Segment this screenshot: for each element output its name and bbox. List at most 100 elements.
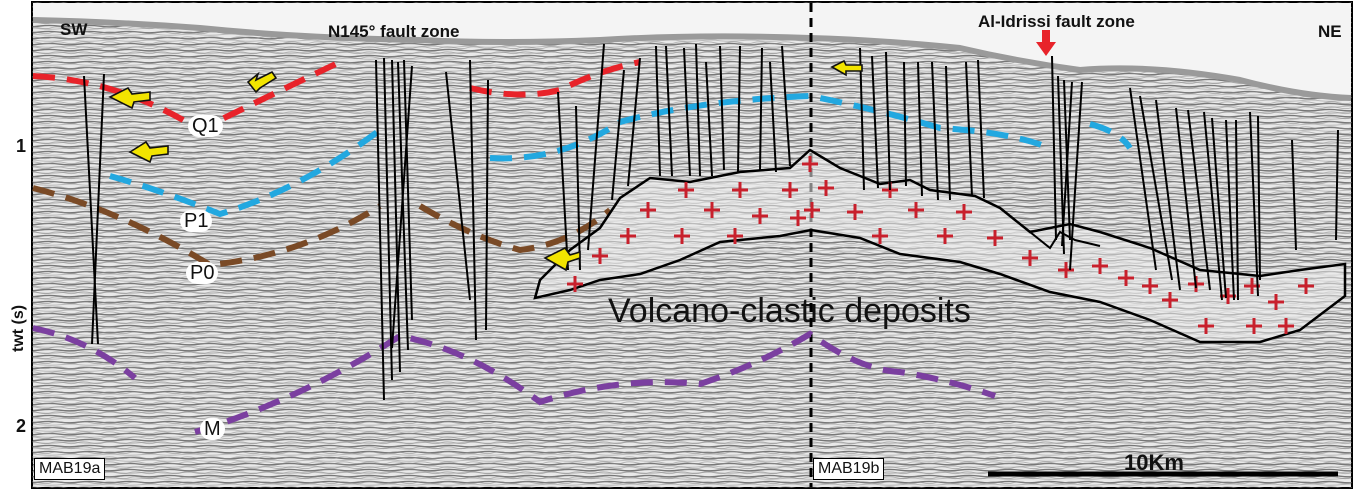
fault-line <box>485 79 489 331</box>
fault-line <box>587 43 605 251</box>
volcanic-cross-icon <box>1058 262 1074 278</box>
fault-line <box>719 45 725 171</box>
line-tag-mab19b: MAB19b <box>813 458 885 480</box>
fault-line <box>1203 111 1223 301</box>
motion-arrow-icon <box>830 59 863 77</box>
fault-line <box>391 65 413 349</box>
fault-line <box>391 59 401 373</box>
volcanic-cross-icon <box>956 204 972 220</box>
fault-line <box>1225 119 1235 301</box>
fault-line <box>1187 109 1211 291</box>
horizon-m-line-2 <box>194 330 997 435</box>
fault-line <box>781 45 791 167</box>
fault-line <box>885 51 891 191</box>
fault-line <box>1211 117 1227 299</box>
volcanic-cross-icon <box>1142 278 1158 294</box>
axis-tick-1: 1 <box>16 136 27 156</box>
fault-line <box>1139 95 1173 281</box>
al-idrissi-fault-zone-label: Al-Idrissi fault zone <box>978 12 1135 31</box>
fault-line <box>769 61 777 173</box>
fault-line <box>627 57 641 187</box>
volcanic-cross-icon <box>1198 318 1214 334</box>
fault-line <box>695 43 701 177</box>
fault-line <box>759 47 763 171</box>
horizon-m-label: M <box>200 418 225 440</box>
horizon-p1-line <box>109 127 382 218</box>
fault-line <box>1249 111 1259 297</box>
volcanic-cross-icon <box>674 228 690 244</box>
twt-axis-label: twt (s) <box>10 304 27 352</box>
volcanic-cross-icon <box>1092 258 1108 274</box>
fault-line <box>931 61 939 201</box>
motion-arrows <box>108 59 863 272</box>
volcanic-cross-icon <box>782 182 798 198</box>
volcanic-cross-icon <box>1022 250 1038 266</box>
fault-line <box>91 73 105 345</box>
fault-line <box>1235 119 1239 301</box>
volcanic-cross-icon <box>752 208 768 224</box>
volcanic-cross-icon <box>1268 294 1284 310</box>
fault-line <box>1335 129 1339 241</box>
volcanic-cross-icon <box>937 228 953 244</box>
horizon-q1-line-2 <box>469 59 641 98</box>
fault-line <box>965 61 973 197</box>
fault-line <box>1129 87 1157 271</box>
n145-fault-zone-label: N145° fault zone <box>328 22 460 41</box>
fault-line <box>1051 55 1057 241</box>
motion-arrow-icon <box>543 246 581 272</box>
fault-zone-arrow <box>1036 30 1056 56</box>
line-tag-mab19a: MAB19a <box>34 458 106 480</box>
motion-arrow-icon <box>108 86 151 110</box>
horizon-p0-label: P0 <box>186 262 219 284</box>
fault-line <box>445 71 471 301</box>
fault-line <box>1069 81 1083 271</box>
volcanic-cross-icon <box>987 230 1003 246</box>
horizon-p1-line-2 <box>489 92 1052 162</box>
volcanic-body-inner-line <box>1029 230 1101 250</box>
fault-line <box>383 57 393 381</box>
fault-lines <box>83 43 1339 401</box>
fault-line <box>557 91 569 271</box>
volcanic-cross-icon <box>567 276 583 292</box>
fault-line <box>575 105 581 271</box>
sw-label: SW <box>60 20 88 39</box>
fault-line <box>1257 115 1261 281</box>
fault-line <box>1291 139 1297 251</box>
volcanic-cross-icon <box>732 182 748 198</box>
horizon-p0-line <box>32 185 382 269</box>
water-column <box>33 3 1351 98</box>
volcanic-cross-icon <box>620 228 636 244</box>
volcanic-cross-icon <box>847 204 863 220</box>
volcanic-crosses <box>567 156 1314 334</box>
volcanic-cross-icon <box>802 156 818 172</box>
volcanic-cross-icon <box>908 202 924 218</box>
volcanic-cross-icon <box>592 248 608 264</box>
ne-label: NE <box>1318 22 1342 41</box>
volcanic-cross-icon <box>727 228 743 244</box>
fault-line <box>977 59 985 199</box>
volcanic-cross-icon <box>804 202 820 218</box>
horizon-m-line <box>32 325 137 381</box>
fault-line <box>403 59 413 321</box>
fault-line <box>1155 99 1181 291</box>
fault-line <box>83 75 99 345</box>
fault-line <box>1175 107 1197 289</box>
fault-line <box>665 45 673 177</box>
volcanic-cross-icon <box>640 202 656 218</box>
fault-line <box>945 65 951 201</box>
fault-line <box>611 69 625 201</box>
horizon-p1-line-3 <box>1089 121 1133 150</box>
fault-line <box>655 45 661 177</box>
volcano-clastic-label: Volcano-clastic deposits <box>608 292 971 330</box>
volcanic-cross-icon <box>1298 278 1314 294</box>
fault-line <box>737 45 741 173</box>
fault-line <box>917 61 923 197</box>
volcanic-cross-icon <box>1246 318 1262 334</box>
horizon-p1-label: P1 <box>180 210 213 232</box>
fault-line <box>1061 81 1073 247</box>
volcanic-cross-icon <box>1278 318 1294 334</box>
volcanic-cross-icon <box>704 202 720 218</box>
scale-label: 10Km <box>1124 450 1184 475</box>
